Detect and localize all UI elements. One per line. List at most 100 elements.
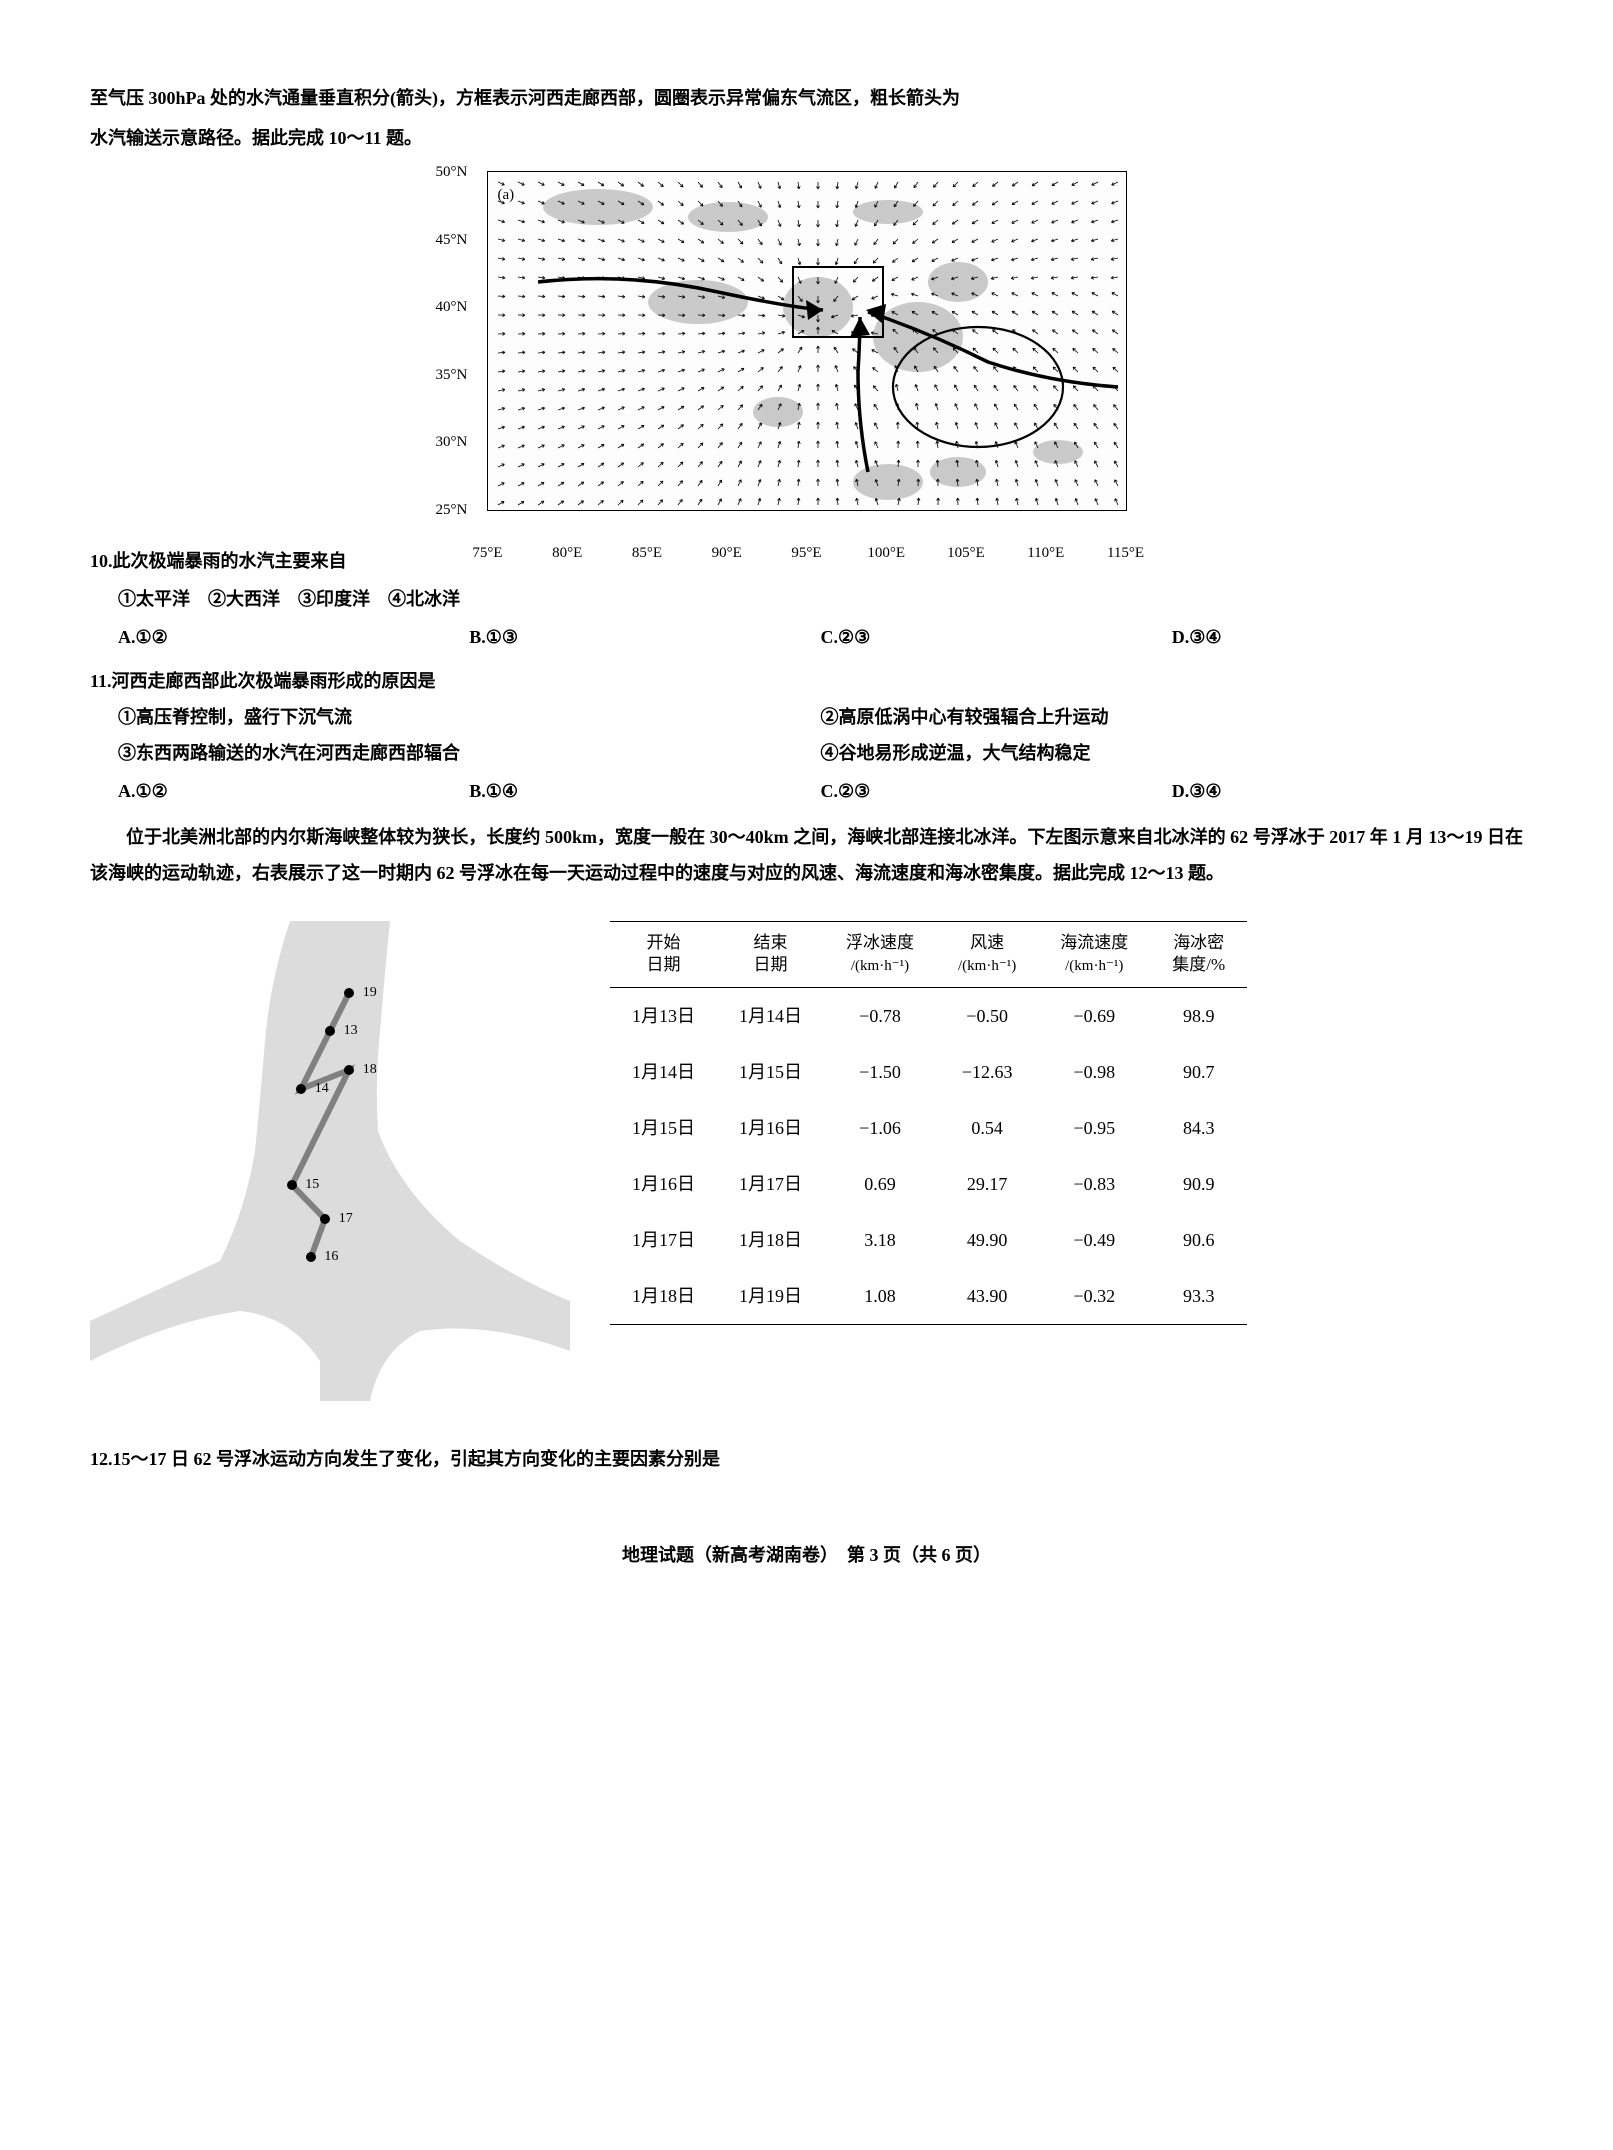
- q11-reasons: ①高压脊控制，盛行下沉气流 ③东西两路输送的水汽在河西走廊西部辐合 ②高原低涡中…: [118, 699, 1523, 771]
- x-tick: 110°E: [1027, 538, 1064, 568]
- table-cell: 98.9: [1150, 987, 1247, 1044]
- x-tick: 115°E: [1107, 538, 1144, 568]
- x-tick: 90°E: [712, 538, 742, 568]
- q11-reason-4: ④谷地易形成逆温，大气结构稳定: [821, 735, 1524, 771]
- table-cell: 1月18日: [610, 1268, 717, 1325]
- table-cell: 90.6: [1150, 1212, 1247, 1268]
- q11-reason-1: ①高压脊控制，盛行下沉气流: [118, 699, 821, 735]
- q10-opt-a[interactable]: A.①②: [118, 619, 469, 655]
- table-cell: 1月17日: [610, 1212, 717, 1268]
- q10-options: A.①② B.①③ C.②③ D.③④: [118, 619, 1523, 655]
- q11-opt-b[interactable]: B.①④: [469, 773, 820, 809]
- x-tick: 85°E: [632, 538, 662, 568]
- table-cell: 1月16日: [717, 1100, 824, 1156]
- track-point: [306, 1252, 316, 1262]
- track-label: 14: [315, 1075, 329, 1103]
- track-point: [344, 988, 354, 998]
- x-tick: 95°E: [791, 538, 821, 568]
- q11-opt-a[interactable]: A.①②: [118, 773, 469, 809]
- th-current-speed: 海流速度/(km·h⁻¹): [1038, 922, 1150, 988]
- table-cell: 1.08: [824, 1268, 936, 1325]
- track-label: 15: [305, 1171, 319, 1199]
- table-cell: 93.3: [1150, 1268, 1247, 1325]
- q11-reason-2: ②高原低涡中心有较强辐合上升运动: [821, 699, 1524, 735]
- table-row: 1月15日1月16日−1.060.54−0.9584.3: [610, 1100, 1247, 1156]
- y-tick: 40°N: [436, 292, 468, 322]
- table-cell: 1月19日: [717, 1268, 824, 1325]
- table-cell: −0.50: [936, 987, 1038, 1044]
- track-label: 16: [324, 1243, 338, 1271]
- table-cell: −0.32: [1038, 1268, 1150, 1325]
- q12-stem: 12.15～17 日 62 号浮冰运动方向发生了变化，引起其方向变化的主要因素分…: [90, 1441, 1523, 1477]
- passage-nares-strait: 位于北美洲北部的内尔斯海峡整体较为狭长，长度约 500km，宽度一般在 30～4…: [90, 819, 1523, 891]
- vector-map-box: (a) 50°N 45°N 40°N 35°N 30°N 25°N 75°E 8…: [487, 171, 1127, 511]
- table-cell: 1月17日: [717, 1156, 824, 1212]
- table-row: 1月17日1月18日3.1849.90−0.4990.6: [610, 1212, 1247, 1268]
- table-cell: 1月15日: [610, 1100, 717, 1156]
- q10-opt-c[interactable]: C.②③: [821, 619, 1172, 655]
- strait-map: 191318 14 15 1716: [90, 921, 570, 1401]
- table-cell: 90.9: [1150, 1156, 1247, 1212]
- table-row: 1月14日1月15日−1.50−12.63−0.9890.7: [610, 1044, 1247, 1100]
- map-table-section: 191318 14 15 1716 开始日期 结束日期 浮冰速度/(km·h⁻¹) 风…: [90, 921, 1523, 1401]
- table-cell: −1.06: [824, 1100, 936, 1156]
- intro-line-2: 水汽输送示意路径。据此完成 10～11 题。: [90, 120, 1523, 156]
- q11-reason-3: ③东西两路输送的水汽在河西走廊西部辐合: [118, 735, 821, 771]
- q10-opt-b[interactable]: B.①③: [469, 619, 820, 655]
- q11-opt-c[interactable]: C.②③: [821, 773, 1172, 809]
- table-cell: 29.17: [936, 1156, 1038, 1212]
- table-cell: 1月14日: [717, 987, 824, 1044]
- track-point: [325, 1026, 335, 1036]
- track-label: 19: [363, 979, 377, 1007]
- table-cell: −0.95: [1038, 1100, 1150, 1156]
- track-point: [287, 1180, 297, 1190]
- y-tick: 45°N: [436, 225, 468, 255]
- figure-vapor-flux: (a) 50°N 45°N 40°N 35°N 30°N 25°N 75°E 8…: [90, 171, 1523, 523]
- th-ice-speed: 浮冰速度/(km·h⁻¹): [824, 922, 936, 988]
- ice-data-table: 开始日期 结束日期 浮冰速度/(km·h⁻¹) 风速/(km·h⁻¹) 海流速度…: [610, 921, 1247, 1325]
- table-cell: 1月14日: [610, 1044, 717, 1100]
- q11-stem: 11.河西走廊西部此次极端暴雨形成的原因是: [90, 663, 1523, 699]
- vector-field-svg: [488, 172, 1128, 512]
- table-cell: 43.90: [936, 1268, 1038, 1325]
- table-cell: −1.50: [824, 1044, 936, 1100]
- table-cell: 1月15日: [717, 1044, 824, 1100]
- table-cell: 1月16日: [610, 1156, 717, 1212]
- q11-options: A.①② B.①④ C.②③ D.③④: [118, 773, 1523, 809]
- x-tick: 105°E: [947, 538, 985, 568]
- table-cell: 1月18日: [717, 1212, 824, 1268]
- track-label: 13: [344, 1017, 358, 1045]
- page-footer: 地理试题（新高考湖南卷） 第 3 页（共 6 页）: [90, 1537, 1523, 1573]
- table-cell: −0.69: [1038, 987, 1150, 1044]
- table-row: 1月16日1月17日0.6929.17−0.8390.9: [610, 1156, 1247, 1212]
- track-label: 18: [363, 1056, 377, 1084]
- table-cell: −0.83: [1038, 1156, 1150, 1212]
- table-cell: 0.69: [824, 1156, 936, 1212]
- th-wind-speed: 风速/(km·h⁻¹): [936, 922, 1038, 988]
- table-cell: 0.54: [936, 1100, 1038, 1156]
- intro-line-1: 至气压 300hPa 处的水汽通量垂直积分(箭头)，方框表示河西走廊西部，圆圈表…: [90, 80, 1523, 116]
- table-cell: −12.63: [936, 1044, 1038, 1100]
- table-cell: 1月13日: [610, 987, 717, 1044]
- track-point: [344, 1065, 354, 1075]
- q10-sub-choices: ①太平洋 ②大西洋 ③印度洋 ④北冰洋: [118, 581, 1523, 617]
- strait-svg: [90, 921, 570, 1401]
- y-tick: 50°N: [436, 157, 468, 187]
- table-cell: 84.3: [1150, 1100, 1247, 1156]
- table-cell: −0.49: [1038, 1212, 1150, 1268]
- track-point: [296, 1084, 306, 1094]
- x-tick: 75°E: [472, 538, 502, 568]
- table-cell: −0.78: [824, 987, 936, 1044]
- q11-opt-d[interactable]: D.③④: [1172, 773, 1523, 809]
- y-tick: 30°N: [436, 427, 468, 457]
- th-end-date: 结束日期: [717, 922, 824, 988]
- th-ice-concentration: 海冰密集度/%: [1150, 922, 1247, 988]
- table-cell: −0.98: [1038, 1044, 1150, 1100]
- track-point: [320, 1214, 330, 1224]
- table-cell: 49.90: [936, 1212, 1038, 1268]
- q10-opt-d[interactable]: D.③④: [1172, 619, 1523, 655]
- table-row: 1月18日1月19日1.0843.90−0.3293.3: [610, 1268, 1247, 1325]
- y-tick: 35°N: [436, 360, 468, 390]
- track-label: 17: [339, 1205, 353, 1233]
- table-row: 1月13日1月14日−0.78−0.50−0.6998.9: [610, 987, 1247, 1044]
